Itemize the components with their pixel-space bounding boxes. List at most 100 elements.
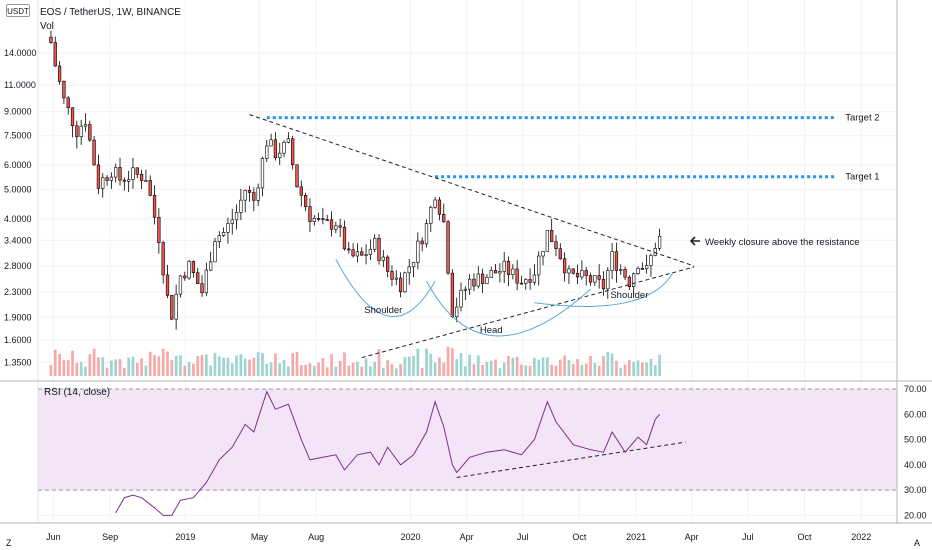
rsi-trendline bbox=[456, 441, 686, 479]
candle-body bbox=[541, 251, 545, 257]
auto-scale-toggle[interactable]: A bbox=[913, 538, 920, 548]
volume-bar bbox=[412, 355, 415, 376]
candle-body bbox=[256, 187, 260, 201]
volume-bar bbox=[196, 356, 200, 376]
volume-bar bbox=[494, 359, 497, 376]
candle-body bbox=[364, 254, 368, 256]
chart-title: EOS / TetherUS, 1W, BINANCE bbox=[40, 7, 181, 18]
volume-bar bbox=[649, 358, 653, 376]
volume-bar bbox=[597, 365, 601, 376]
candle-body bbox=[75, 125, 79, 138]
target-1-label: Target 1 bbox=[845, 172, 879, 183]
candle-body bbox=[131, 167, 135, 180]
candle-body bbox=[562, 258, 567, 274]
volume-bar bbox=[429, 353, 433, 376]
volume-bar bbox=[222, 357, 225, 376]
candle-body bbox=[588, 275, 593, 283]
volume-bar bbox=[265, 363, 269, 376]
left-shoulder-curve bbox=[335, 258, 436, 317]
volume-bar bbox=[433, 362, 437, 376]
candle-body bbox=[135, 167, 139, 175]
candle-body bbox=[243, 189, 247, 201]
price-tick-label: 6.0000 bbox=[4, 160, 32, 170]
volume-bar bbox=[619, 367, 623, 376]
volume-bar bbox=[174, 355, 178, 376]
candle-body bbox=[234, 212, 239, 221]
volume-bar bbox=[243, 358, 247, 376]
candle-body bbox=[139, 173, 144, 181]
volume-bar bbox=[338, 360, 342, 376]
volume-bar bbox=[299, 365, 303, 376]
candle-body bbox=[476, 273, 480, 287]
volume-bar bbox=[131, 356, 135, 376]
volume-bar bbox=[291, 353, 295, 376]
volume-bar bbox=[438, 357, 441, 376]
volume-bar bbox=[183, 365, 187, 376]
candle-body bbox=[148, 180, 152, 196]
candle-body bbox=[127, 179, 131, 182]
candle-body bbox=[118, 167, 122, 181]
volume-bar bbox=[261, 352, 264, 376]
volume-bar bbox=[502, 362, 506, 376]
candle-body bbox=[550, 230, 554, 243]
volume-bar bbox=[321, 358, 325, 376]
volume-bar bbox=[308, 363, 312, 376]
volume-bar bbox=[610, 353, 614, 376]
candle-body bbox=[196, 272, 200, 284]
volume-bar bbox=[157, 356, 161, 376]
volume-bar bbox=[640, 362, 644, 376]
candle-body bbox=[571, 268, 575, 274]
candle-body bbox=[351, 249, 355, 257]
time-tick-label: Jun bbox=[46, 532, 61, 542]
volume-bar bbox=[515, 356, 519, 376]
volume-bar bbox=[356, 361, 359, 376]
rsi-tick-label: 70.00 bbox=[904, 384, 927, 394]
candle-body bbox=[558, 248, 562, 260]
candle-body bbox=[278, 152, 282, 159]
candle-body bbox=[200, 283, 204, 294]
volume-bar bbox=[563, 355, 566, 376]
candle-body bbox=[446, 221, 450, 274]
volume-bar bbox=[325, 367, 329, 376]
candle-body bbox=[247, 189, 252, 193]
volume-bar bbox=[248, 359, 251, 376]
candle-body bbox=[554, 241, 558, 249]
timezone-toggle[interactable]: Z bbox=[6, 538, 12, 548]
candle-body bbox=[347, 248, 351, 251]
volume-bar bbox=[88, 354, 92, 376]
volume-bar bbox=[589, 356, 592, 376]
candle-body bbox=[260, 158, 265, 189]
candle-body bbox=[79, 125, 83, 138]
volume-bar bbox=[192, 363, 195, 376]
candle-body bbox=[373, 237, 377, 250]
volume-bar bbox=[347, 365, 351, 376]
candle-body bbox=[657, 235, 662, 249]
volume-bar bbox=[481, 365, 484, 376]
volume-bar bbox=[217, 356, 221, 376]
candle-body bbox=[450, 272, 455, 318]
candle-body bbox=[584, 270, 588, 276]
volume-bar bbox=[75, 362, 79, 376]
rsi-tick-label: 40.00 bbox=[904, 460, 927, 470]
currency-badge[interactable]: USDT bbox=[6, 4, 30, 17]
rsi-band bbox=[38, 388, 897, 491]
volume-bar bbox=[205, 354, 208, 376]
candle-body bbox=[575, 272, 580, 278]
candle-body bbox=[424, 223, 429, 245]
candle-body bbox=[360, 251, 364, 256]
candle-body bbox=[368, 248, 373, 255]
candle-body bbox=[62, 81, 66, 99]
volume-bar bbox=[334, 366, 338, 376]
price-tick-label: 1.3500 bbox=[4, 357, 32, 367]
volume-bar bbox=[49, 364, 53, 376]
price-tick-label: 14.0000 bbox=[4, 48, 37, 58]
volume-bar bbox=[235, 355, 238, 376]
volume-bar bbox=[127, 357, 130, 376]
candle-body bbox=[183, 275, 187, 279]
volume-bar bbox=[446, 346, 450, 376]
volume-bar bbox=[110, 360, 113, 376]
volume-bar bbox=[122, 367, 126, 376]
price-tick-label: 9.0000 bbox=[4, 107, 32, 117]
time-tick-label: Oct bbox=[572, 532, 587, 542]
